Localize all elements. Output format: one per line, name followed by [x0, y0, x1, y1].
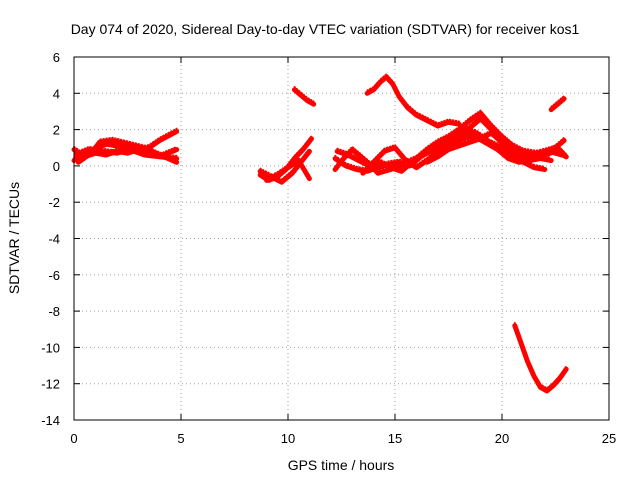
y-tick-label: 6	[53, 50, 60, 65]
y-tick-label: -12	[41, 377, 60, 392]
series-arc-12-markers	[362, 114, 546, 171]
x-axis-label: GPS time / hours	[288, 457, 395, 473]
y-tick-label: 2	[53, 123, 60, 138]
y-tick-label: -6	[48, 268, 60, 283]
x-tick-labels: 0 5 10 15 20 25	[70, 431, 616, 446]
y-tick-label: -14	[41, 413, 60, 428]
series-arc-15	[364, 74, 462, 129]
series-arc-07-markers	[265, 156, 311, 179]
x-tick-label: 0	[70, 431, 77, 446]
data-series	[71, 73, 569, 394]
y-tick-labels: -14 -12 -10 -8 -6 -4 -2 0 2 4 6	[41, 50, 60, 428]
axis-ticks	[73, 56, 610, 421]
y-tick-label: 4	[53, 86, 60, 101]
x-tick-label: 20	[495, 431, 509, 446]
series-arc-14	[424, 130, 569, 165]
x-tick-label: 15	[388, 431, 402, 446]
series-arc-04	[73, 147, 180, 160]
x-tick-label: 5	[177, 431, 184, 446]
y-tick-label: -2	[48, 195, 60, 210]
y-tick-label: -8	[48, 304, 60, 319]
grid-lines	[74, 57, 609, 420]
x-tick-label: 25	[602, 431, 616, 446]
series-arc-08-markers	[293, 85, 315, 102]
series-arc-16-markers	[550, 94, 565, 108]
series-arc-17	[512, 323, 569, 394]
series-arc-04-markers	[75, 145, 178, 155]
series-arc-17-markers	[514, 321, 567, 389]
series-arc-15-markers	[366, 73, 460, 124]
series-arc-07	[264, 158, 312, 183]
chart-title: Day 074 of 2020, Sidereal Day-to-day VTE…	[71, 21, 580, 37]
series-arc-08	[291, 87, 317, 107]
x-tick-label: 10	[281, 431, 295, 446]
series-arc-13-markers	[415, 109, 565, 157]
y-axis-label: SDTVAR / TECUs	[6, 182, 22, 294]
series-arc-12	[360, 116, 548, 176]
series-arc-16	[548, 96, 567, 113]
y-tick-label: 0	[53, 159, 60, 174]
y-tick-label: -4	[48, 232, 60, 247]
y-tick-label: -10	[41, 340, 60, 355]
series-arc-14-markers	[426, 129, 567, 161]
series-arc-06-markers	[259, 147, 311, 180]
